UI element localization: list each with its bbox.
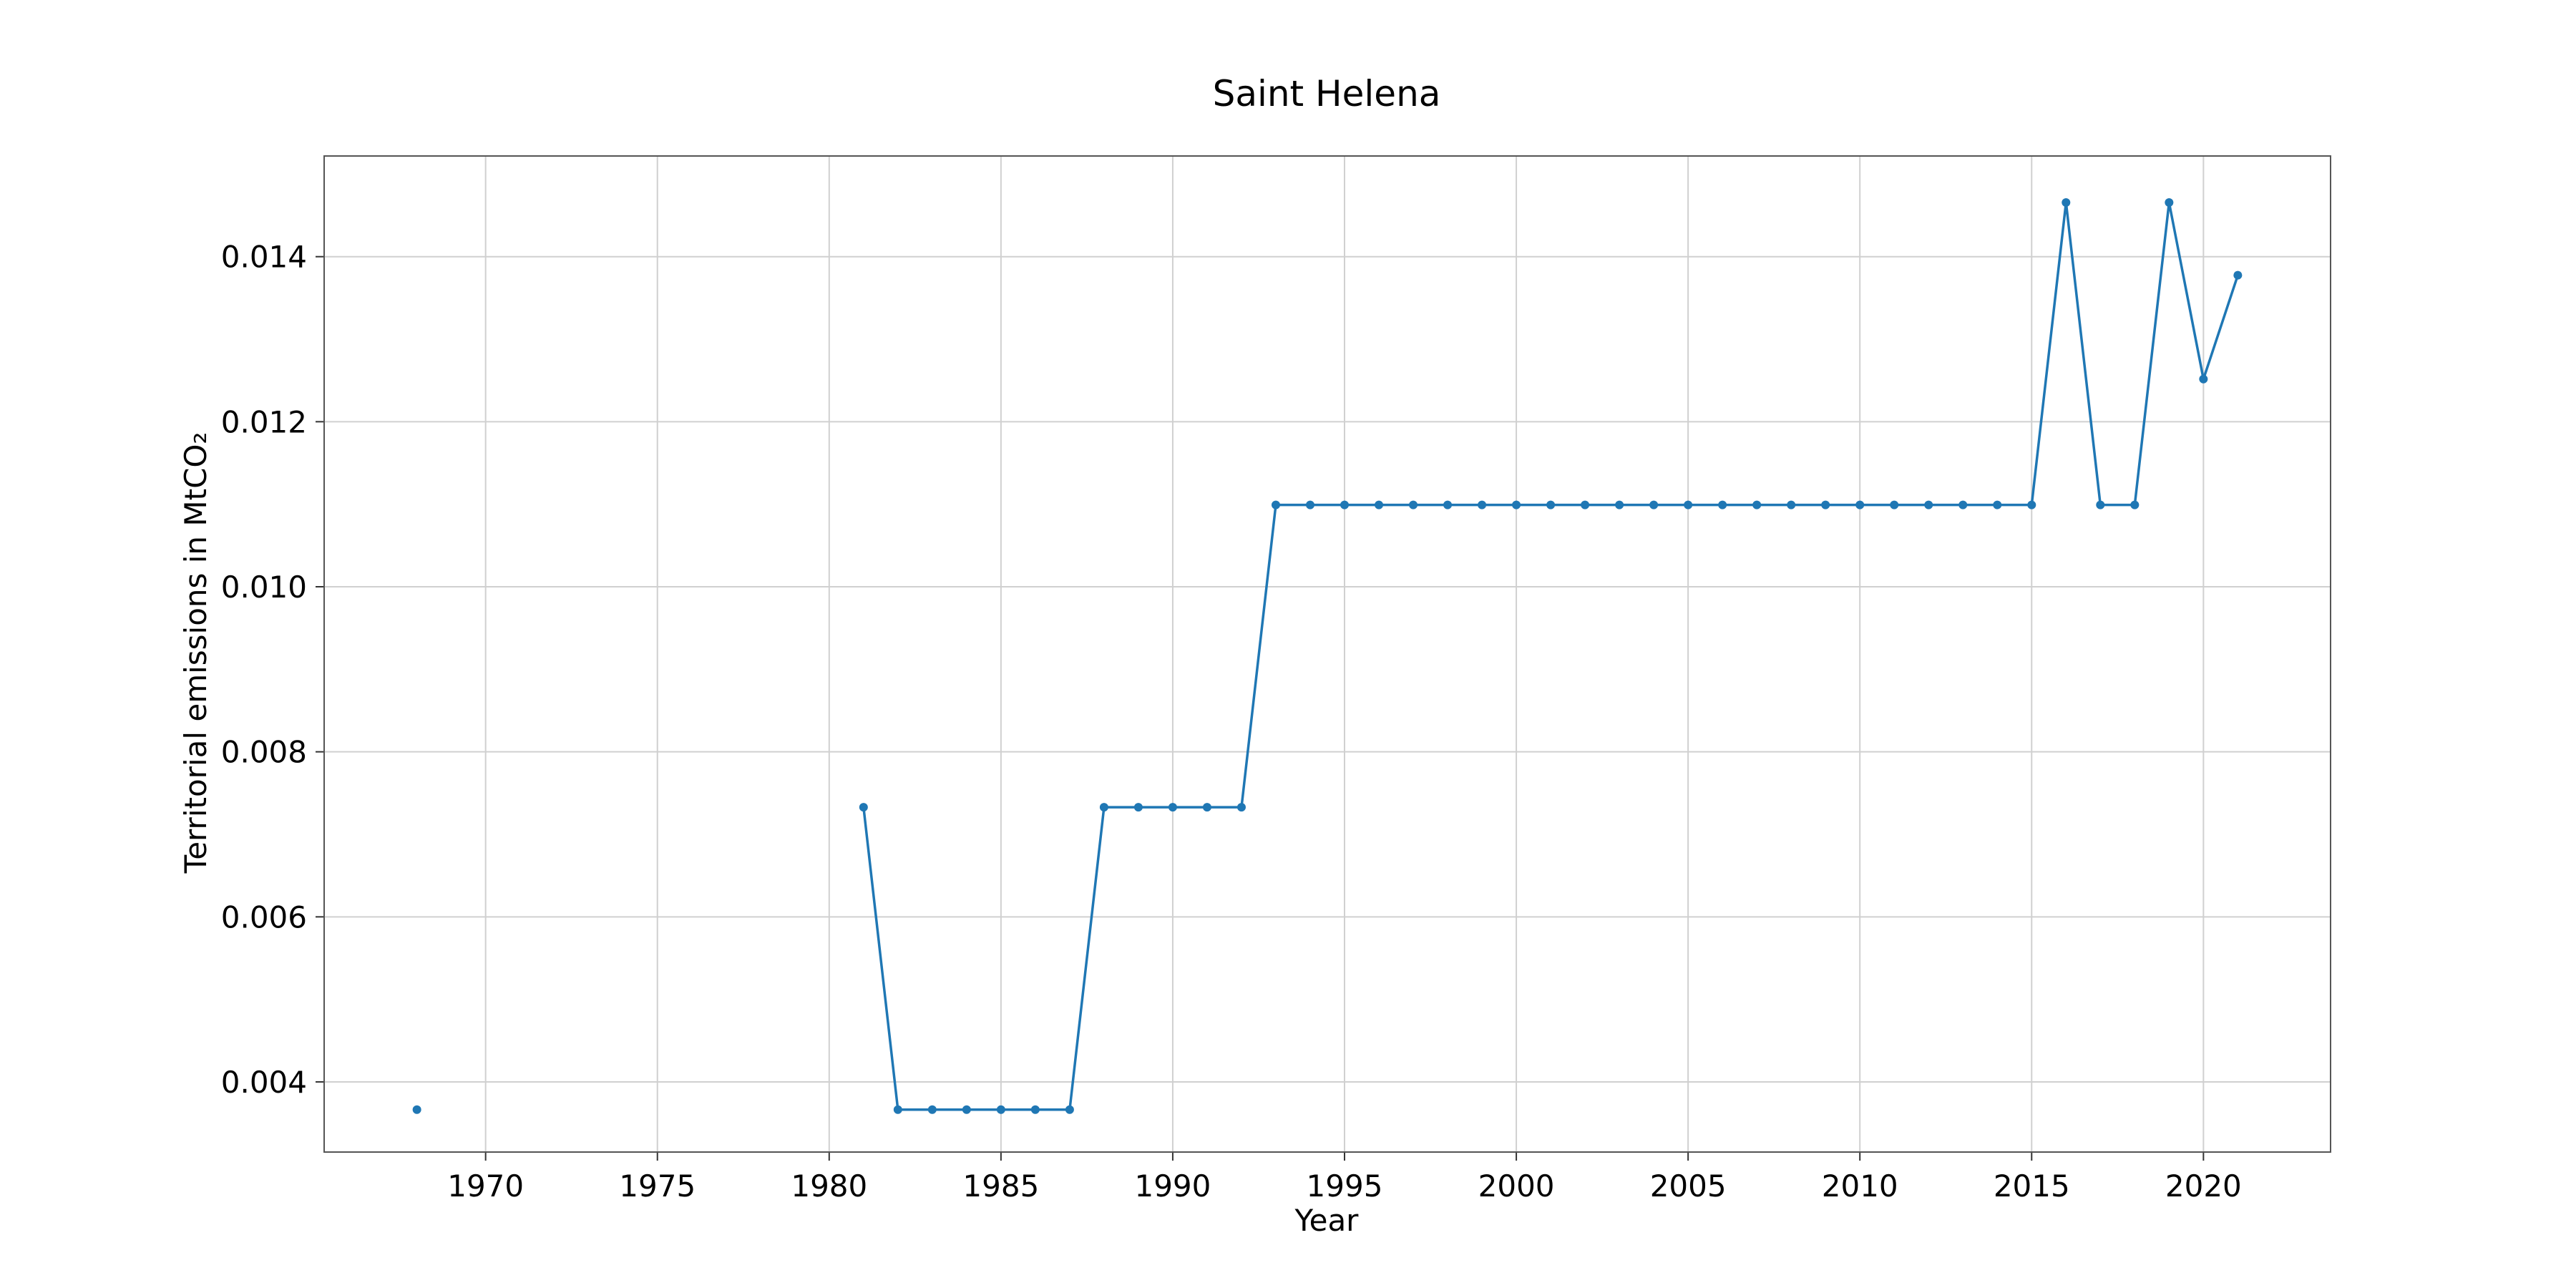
data-series [412,198,2243,1114]
data-point [2062,198,2071,208]
x-tick-label: 2015 [1994,1169,2070,1204]
data-point [1752,500,1762,509]
data-point [1271,500,1280,509]
y-tick-label: 0.008 [221,735,307,770]
data-point [2027,500,2036,509]
data-point [1236,803,1246,812]
data-point [412,1105,421,1114]
data-point [1924,500,1933,509]
data-point [1615,500,1624,509]
x-tick-label: 1980 [791,1169,867,1204]
data-point [1133,803,1143,812]
data-point [2233,270,2243,280]
data-point [1684,500,1693,509]
data-point [2096,500,2105,509]
data-point [1409,500,1418,509]
data-point [1030,1105,1040,1114]
x-tick-label: 1985 [962,1169,1039,1204]
chart-title: Saint Helena [1213,73,1441,114]
data-point [1993,500,2002,509]
y-tick-label: 0.010 [221,570,307,605]
data-point [1065,1105,1074,1114]
data-point [1649,500,1659,509]
x-tick-label: 2020 [2165,1169,2242,1204]
y-tick-label: 0.004 [221,1065,307,1100]
data-point [1821,500,1830,509]
data-point [1443,500,1453,509]
y-axis-label: Territorial emissions in MtCO₂ [178,432,213,874]
data-point [1202,803,1211,812]
plot-frame [323,155,2331,1153]
data-point [893,1105,902,1114]
data-point [2199,374,2208,384]
x-tick-label: 2010 [1822,1169,1898,1204]
data-point [859,803,868,812]
data-point [1581,500,1590,509]
data-point [1375,500,1384,509]
data-point [1168,803,1177,812]
x-axis-label: Year [1294,1203,1360,1238]
y-tick-label: 0.006 [221,899,307,935]
x-tick-label: 1995 [1307,1169,1383,1204]
data-point [1958,500,1968,509]
grid-lines [324,156,2331,1152]
data-point [1512,500,1521,509]
x-tick-label: 1970 [447,1169,524,1204]
y-tick-label: 0.014 [221,240,307,275]
x-tick-label: 1990 [1134,1169,1211,1204]
axis-ticks: 1970 1975 1980 1985 1990 1995 2000 2005 2010 2015… [221,240,2242,1204]
data-point [1718,500,1727,509]
data-point [1099,803,1108,812]
data-point [1546,500,1556,509]
data-point [2165,198,2174,208]
x-tick-label: 1975 [619,1169,696,1204]
x-tick-label: 2005 [1650,1169,1727,1204]
data-point [1855,500,1865,509]
data-point [1340,500,1350,509]
data-point [1787,500,1796,509]
x-tick-label: 2000 [1478,1169,1555,1204]
data-point [962,1105,971,1114]
data-point [927,1105,937,1114]
data-point [1305,500,1314,509]
data-point [2130,500,2140,509]
data-point [1478,500,1487,509]
data-point [1890,500,1899,509]
y-tick-label: 0.012 [221,404,307,439]
data-point [996,1105,1005,1114]
